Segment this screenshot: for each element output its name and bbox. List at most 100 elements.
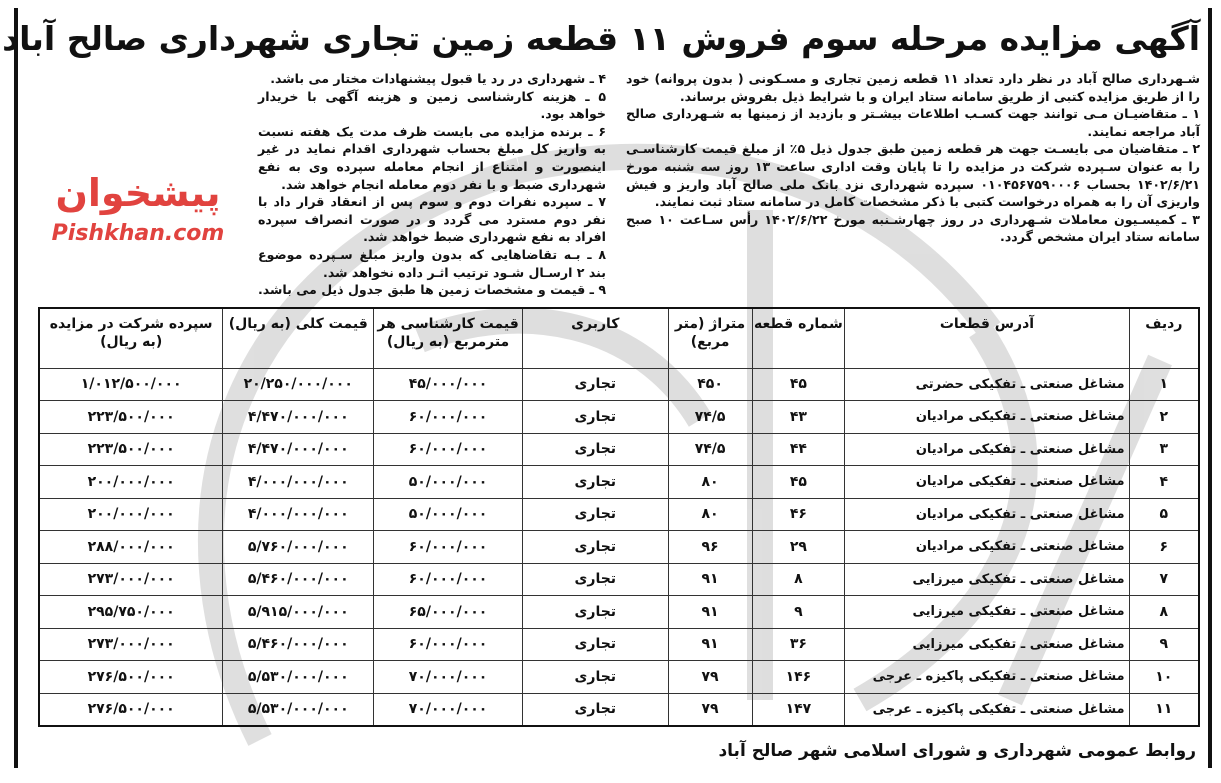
- cell-price-per-sqm: ۶۰/۰۰۰/۰۰۰: [373, 432, 523, 467]
- table-row: ۱۱ مشاغل صنعتی ـ تفکیکی پاکیزه ـ عرجی ۱۴۷ ۷…: [38, 692, 1200, 727]
- cell-usage: تجاری: [521, 497, 669, 532]
- cell-usage: تجاری: [521, 595, 669, 629]
- condition-9: ۹ ـ قیمت و مشخصات زمین ها طبق جدول ذیل م…: [257, 282, 606, 298]
- header-row-number: ردیف: [1128, 307, 1200, 369]
- cell-usage: تجاری: [521, 367, 669, 402]
- cell-usage: تجاری: [521, 627, 669, 662]
- pishkhan-watermark-en: Pishkhan.com: [51, 221, 225, 246]
- cell-area: ۷۹: [667, 692, 753, 727]
- cell-row-number: ۳: [1128, 432, 1200, 467]
- cell-parcel-number: ۴۵: [751, 367, 846, 402]
- cell-row-number: ۱۱: [1128, 692, 1200, 727]
- footer-signature: روابط عمومی شهرداری و شورای اسلامی شهر ص…: [718, 741, 1196, 762]
- cell-parcel-number: ۲۹: [751, 530, 846, 564]
- cell-address: مشاغل صنعتی ـ تفکیکی حضرتی: [844, 367, 1130, 402]
- header-price-per-sqm: قیمت کارشناسی هر مترمربع (به ریال): [373, 307, 523, 369]
- cell-address: مشاغل صنعتی ـ تفکیکی میرزایی: [844, 627, 1130, 662]
- cell-usage: تجاری: [521, 660, 669, 694]
- cell-parcel-number: ۱۴۷: [751, 692, 846, 727]
- cell-price-per-sqm: ۵۰/۰۰۰/۰۰۰: [373, 497, 523, 532]
- cell-deposit: ۲۷۳/۰۰۰/۰۰۰: [38, 562, 224, 597]
- cell-deposit: ۲۲۳/۵۰۰/۰۰۰: [38, 432, 224, 467]
- condition-1: ۱ ـ متقاضیـان مـی توانند جهت کسـب اطلاعا…: [626, 106, 1200, 139]
- cell-area: ۷۴/۵: [667, 432, 753, 467]
- conditions-area: پیشخوان Pishkhan.com ۴ ـ شهرداری در رد ی…: [38, 70, 1200, 299]
- cell-total-price: ۴/۰۰۰/۰۰۰/۰۰۰: [222, 465, 375, 499]
- cell-price-per-sqm: ۷۰/۰۰۰/۰۰۰: [373, 660, 523, 694]
- condition-8: ۸ ـ بـه تقاضاهایی که بدون واریز مبلغ سـپ…: [258, 246, 606, 280]
- cell-parcel-number: ۴۴: [751, 432, 846, 467]
- pishkhan-watermark-fa: پیشخوان: [55, 171, 221, 215]
- cell-deposit: ۲۰۰/۰۰۰/۰۰۰: [38, 465, 224, 499]
- cell-area: ۹۱: [667, 627, 753, 662]
- cell-parcel-number: ۱۴۶: [751, 660, 846, 694]
- cell-price-per-sqm: ۶۰/۰۰۰/۰۰۰: [373, 530, 523, 564]
- cell-area: ۷۹: [667, 660, 753, 694]
- cell-deposit: ۱/۰۱۲/۵۰۰/۰۰۰: [38, 367, 224, 402]
- table-row: ۴ مشاغل صنعتی ـ تفکیکی مرادیان ۴۵ ۸۰ تجاری ۵۰…: [38, 465, 1200, 499]
- condition-4: ۴ ـ شهرداری در رد یا قبول پیشنهادات مختا…: [270, 71, 606, 86]
- cell-address: مشاغل صنعتی ـ تفکیکی پاکیزه ـ عرجی: [844, 692, 1130, 727]
- cell-usage: تجاری: [521, 530, 669, 564]
- condition-3: ۳ ـ کمیسـیون معاملات شـهرداری در روز چها…: [626, 211, 1200, 245]
- header-area: متراژ (متر مربع): [667, 307, 753, 369]
- table-row: ۱۰ مشاغل صنعتی ـ تفکیکی پاکیزه ـ عرجی ۱۴۶ ۷…: [38, 660, 1200, 694]
- cell-total-price: ۴/۰۰۰/۰۰۰/۰۰۰: [222, 497, 375, 532]
- cell-total-price: ۴/۴۷۰/۰۰۰/۰۰۰: [222, 400, 375, 434]
- cell-row-number: ۹: [1128, 627, 1200, 662]
- cell-address: مشاغل صنعتی ـ تفکیکی میرزایی: [844, 595, 1130, 629]
- cell-row-number: ۲: [1128, 400, 1200, 434]
- cell-row-number: ۱: [1128, 367, 1200, 402]
- table-row: ۱ مشاغل صنعتی ـ تفکیکی حضرتی ۴۵ ۴۵۰ تجاری ۴۵/…: [38, 367, 1200, 402]
- cell-price-per-sqm: ۷۰/۰۰۰/۰۰۰: [373, 692, 523, 727]
- cell-price-per-sqm: ۴۵/۰۰۰/۰۰۰: [373, 367, 523, 402]
- cell-row-number: ۵: [1128, 497, 1200, 532]
- cell-parcel-number: ۹: [751, 595, 846, 629]
- cell-deposit: ۲۲۳/۵۰۰/۰۰۰: [38, 400, 224, 434]
- cell-total-price: ۵/۷۶۰/۰۰۰/۰۰۰: [222, 530, 375, 564]
- cell-row-number: ۸: [1128, 595, 1200, 629]
- table-row: ۳ مشاغل صنعتی ـ تفکیکی مرادیان ۴۴ ۷۴/۵ تجاری…: [38, 432, 1200, 467]
- cell-total-price: ۵/۹۱۵/۰۰۰/۰۰۰: [222, 595, 375, 629]
- condition-7: ۷ ـ سپرده نفرات دوم و سوم پس از انعقاد ق…: [258, 194, 606, 245]
- cell-address: مشاغل صنعتی ـ تفکیکی مرادیان: [844, 400, 1130, 434]
- cell-address: مشاغل صنعتی ـ تفکیکی مرادیان: [844, 497, 1130, 532]
- cell-row-number: ۱۰: [1128, 660, 1200, 694]
- cell-parcel-number: ۳۶: [751, 627, 846, 662]
- header-usage: کاربری: [521, 307, 669, 369]
- cell-usage: تجاری: [521, 400, 669, 434]
- cell-area: ۸۰: [667, 497, 753, 532]
- cell-total-price: ۵/۵۳۰/۰۰۰/۰۰۰: [222, 692, 375, 727]
- land-parcels-table: ردیف آدرس قطعات شماره قطعه متراژ (متر مر…: [38, 306, 1200, 728]
- table-row: ۷ مشاغل صنعتی ـ تفکیکی میرزایی ۸ ۹۱ تجاری ۶۰/…: [38, 562, 1200, 597]
- intro-paragraph: شـهرداری صالح آباد در نظر دارد تعداد ۱۱ …: [626, 71, 1200, 104]
- header-address: آدرس قطعات: [844, 307, 1130, 369]
- cell-row-number: ۴: [1128, 465, 1200, 499]
- page-title: آگهی مزایده مرحله سوم فروش ۱۱ قطعه زمین …: [2, 19, 1200, 58]
- cell-usage: تجاری: [521, 465, 669, 499]
- cell-area: ۹۶: [667, 530, 753, 564]
- cell-deposit: ۲۸۸/۰۰۰/۰۰۰: [38, 530, 224, 564]
- cell-parcel-number: ۴۵: [751, 465, 846, 499]
- cell-area: ۹۱: [667, 562, 753, 597]
- cell-total-price: ۵/۵۳۰/۰۰۰/۰۰۰: [222, 660, 375, 694]
- table-row: ۲ مشاغل صنعتی ـ تفکیکی مرادیان ۴۳ ۷۴/۵ تجاری…: [38, 400, 1200, 434]
- cell-deposit: ۲۹۵/۷۵۰/۰۰۰: [38, 595, 224, 629]
- cell-area: ۸۰: [667, 465, 753, 499]
- cell-deposit: ۲۷۶/۵۰۰/۰۰۰: [38, 660, 224, 694]
- cell-address: مشاغل صنعتی ـ تفکیکی مرادیان: [844, 432, 1130, 467]
- cell-address: مشاغل صنعتی ـ تفکیکی مرادیان: [844, 530, 1130, 564]
- table-row: ۶ مشاغل صنعتی ـ تفکیکی مرادیان ۲۹ ۹۶ تجاری ۶۰…: [38, 530, 1200, 564]
- header-parcel-number: شماره قطعه: [751, 307, 846, 369]
- cell-area: ۷۴/۵: [667, 400, 753, 434]
- header-total-price: قیمت کلی (به ریال): [222, 307, 375, 369]
- condition-5: ۵ ـ هزینه کارشناسی زمین و هزینه آگهی با …: [258, 88, 606, 122]
- condition-6: ۶ ـ برنده مزایده می بایست ظرف مدت یک هفت…: [258, 123, 606, 192]
- cell-total-price: ۵/۴۶۰/۰۰۰/۰۰۰: [222, 627, 375, 662]
- cell-deposit: ۲۰۰/۰۰۰/۰۰۰: [38, 497, 224, 532]
- cell-parcel-number: ۸: [751, 562, 846, 597]
- cell-total-price: ۵/۴۶۰/۰۰۰/۰۰۰: [222, 562, 375, 597]
- conditions-right-column: شـهرداری صالح آباد در نظر دارد تعداد ۱۱ …: [626, 70, 1200, 246]
- cell-price-per-sqm: ۵۰/۰۰۰/۰۰۰: [373, 465, 523, 499]
- cell-deposit: ۲۷۶/۵۰۰/۰۰۰: [38, 692, 224, 727]
